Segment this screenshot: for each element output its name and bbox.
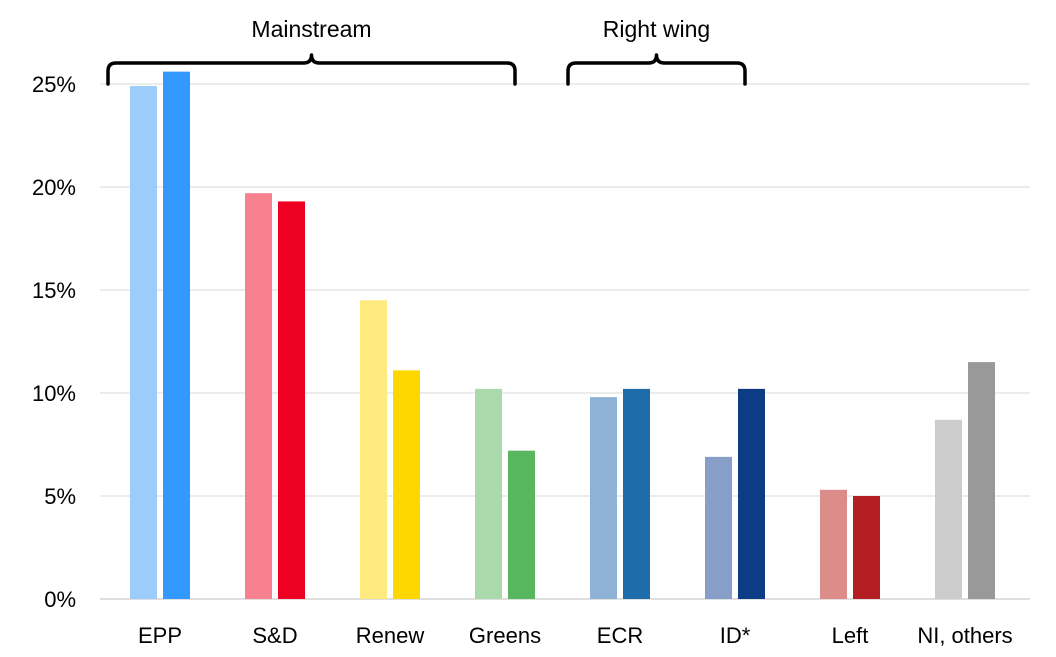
bar-id-1 (705, 456, 732, 599)
group-brace-mainstream (106, 53, 517, 86)
group-brace-right-wing (566, 53, 747, 86)
bar-greens-1 (475, 388, 502, 599)
y-tick-label: 20% (32, 175, 76, 200)
category-label-ni-others: NI, others (917, 623, 1012, 648)
bar-ecr-1 (590, 397, 617, 599)
bar-renew-1 (360, 300, 387, 599)
bar-greens-2 (508, 450, 535, 599)
group-annotations: Mainstream Right wing (106, 16, 747, 86)
group-label-right-wing: Right wing (603, 16, 710, 42)
bar-sandd-2 (278, 201, 305, 600)
bar-ecr-2 (623, 388, 650, 599)
category-label-left: Left (832, 623, 869, 648)
category-label-ecr: ECR (597, 623, 643, 648)
x-axis-category-labels: EPP S&D Renew Greens ECR ID* Left NI, others (138, 623, 1013, 648)
bar-id-2 (738, 388, 765, 599)
category-label-id: ID* (720, 623, 751, 648)
y-tick-label: 5% (44, 484, 76, 509)
group-label-mainstream: Mainstream (251, 16, 371, 42)
bar-epp-2 (163, 71, 190, 599)
bar-ni-others-1 (935, 419, 962, 599)
y-tick-label: 15% (32, 278, 76, 303)
category-label-greens: Greens (469, 623, 541, 648)
category-label-epp: EPP (138, 623, 182, 648)
bar-left-1 (820, 489, 847, 599)
bar-sandd-1 (245, 193, 272, 599)
bar-renew-2 (393, 370, 420, 599)
bar-epp-1 (130, 86, 157, 599)
bars (130, 71, 995, 600)
y-tick-label: 25% (32, 72, 76, 97)
y-tick-label: 0% (44, 587, 76, 612)
bar-ni-others-2 (968, 362, 995, 599)
gridlines (100, 83, 1030, 600)
bar-left-2 (853, 496, 880, 599)
y-tick-label: 10% (32, 381, 76, 406)
category-label-renew: Renew (356, 623, 425, 648)
y-axis-tick-labels: 0% 5% 10% 15% 20% 25% (32, 72, 76, 612)
category-label-sandd: S&D (252, 623, 297, 648)
